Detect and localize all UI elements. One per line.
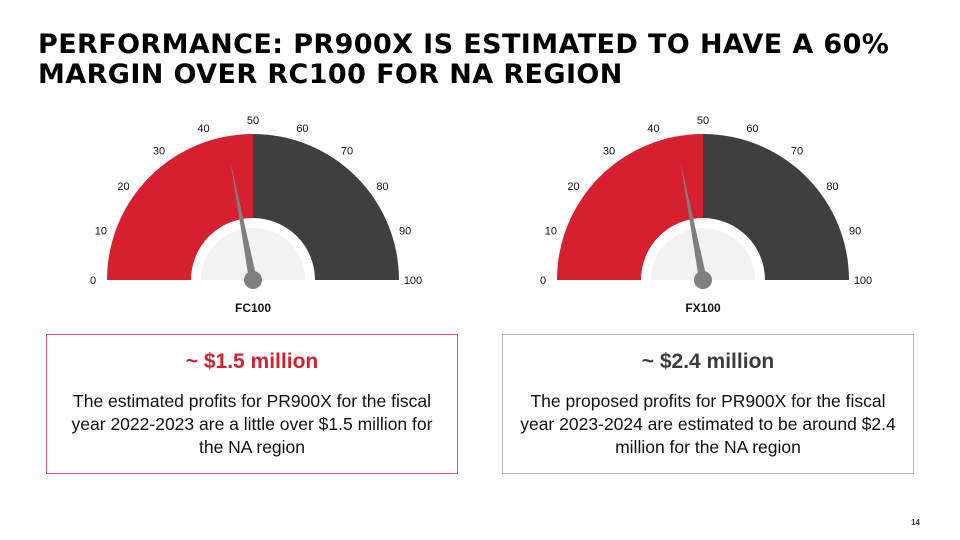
gauge-tick-label: 90 — [399, 226, 411, 238]
gauge-tick-label: 0 — [540, 275, 546, 287]
gauge-tick-label: 90 — [849, 226, 861, 238]
gauge-tick-label: 100 — [854, 275, 872, 287]
gauge-tick-label: 80 — [826, 181, 838, 193]
page-number: 14 — [911, 518, 920, 527]
gauge-tick-label: 50 — [247, 115, 259, 127]
gauge-tick-label: 40 — [647, 123, 659, 135]
profit-card-2022-2023: ~ $1.5 million The estimated profits for… — [46, 334, 458, 474]
gauge-needle — [680, 162, 707, 281]
gauge-tick-label: 80 — [376, 181, 388, 193]
gauge-tick-label: 30 — [153, 146, 165, 158]
gauge-tick-label: 10 — [545, 226, 557, 238]
gauge-tick-label: 60 — [746, 123, 758, 135]
gauge-tick-label: 20 — [117, 181, 129, 193]
gauge-tick-label: 50 — [697, 115, 709, 127]
gauge-tick-label: 40 — [197, 123, 209, 135]
gauge-tick-label: 10 — [95, 226, 107, 238]
profit-card-body: The proposed profits for PR900X for the … — [520, 391, 896, 457]
gauge-filled-segment — [107, 134, 253, 280]
gauge-label: FX100 — [685, 301, 721, 315]
gauge-inner-hub — [201, 228, 305, 280]
gauge-needle-pivot — [694, 271, 712, 289]
gauge-fc100: 0 10 20 30 40 50 60 70 80 90 100 FC100 — [83, 110, 423, 320]
profit-card-heading: ~ $1.5 million — [185, 350, 319, 373]
gauge-tick-label: 0 — [90, 275, 96, 287]
gauge-filled-segment — [557, 134, 703, 280]
gauge-needle — [230, 162, 257, 281]
gauge-inner-hub — [651, 228, 755, 280]
slide-title: PERFORMANCE: PR900X IS ESTIMATED TO HAVE… — [38, 29, 890, 90]
gauge-remaining-segment — [253, 134, 399, 280]
profit-card-body: The estimated profits for PR900X for the… — [71, 391, 433, 457]
gauge-tick-label: 70 — [341, 146, 353, 158]
gauge-tick-label: 70 — [791, 146, 803, 158]
gauge-tick-label: 100 — [404, 275, 422, 287]
gauge-needle-pivot — [244, 271, 262, 289]
gauge-tick-label: 30 — [603, 146, 615, 158]
profit-card-heading: ~ $2.4 million — [641, 350, 775, 373]
gauge-remaining-segment — [703, 134, 849, 280]
gauge-label: FC100 — [235, 301, 271, 315]
gauge-fx100-svg: 0 10 20 30 40 50 60 70 80 90 100 FX100 — [540, 115, 872, 315]
gauge-fx100: 0 10 20 30 40 50 60 70 80 90 100 FX100 — [533, 110, 873, 320]
gauge-tick-label: 20 — [567, 181, 579, 193]
gauge-fc100-svg: 0 10 20 30 40 50 60 70 80 90 100 FC100 — [90, 115, 422, 315]
profit-card-2023-2024: ~ $2.4 million The proposed profits for … — [502, 334, 914, 474]
gauge-tick-label: 60 — [296, 123, 308, 135]
